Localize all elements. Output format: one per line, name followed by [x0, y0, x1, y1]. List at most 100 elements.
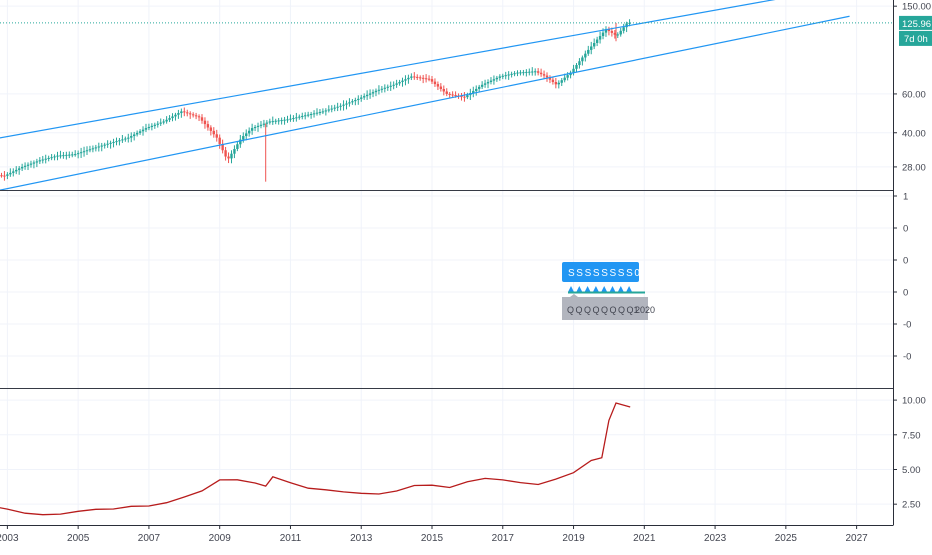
candle-body — [247, 130, 251, 134]
candle-body — [522, 72, 525, 74]
candle-body — [183, 111, 186, 113]
candle-body — [53, 156, 56, 158]
candle-body — [587, 49, 590, 54]
marker-triangle — [592, 286, 599, 292]
candle-body — [144, 128, 148, 130]
candle-body — [430, 79, 434, 82]
candle-body — [554, 82, 558, 85]
candle-body — [262, 123, 266, 125]
candle-body — [153, 124, 157, 126]
candle-body — [451, 94, 454, 96]
candle-body — [9, 172, 12, 175]
candle-body — [0, 175, 3, 177]
candle-body — [516, 72, 519, 74]
candle-body — [265, 122, 269, 124]
marker-triangle — [601, 286, 608, 292]
ratio-pane[interactable] — [0, 402, 631, 516]
candle-body — [186, 112, 189, 114]
candle-body — [206, 124, 210, 128]
candle-body — [539, 72, 543, 75]
candle-body — [112, 141, 115, 143]
candle-body — [371, 92, 375, 94]
candle-body — [189, 113, 192, 115]
quarter-text: Q1 — [627, 305, 639, 315]
candle-body — [74, 154, 77, 156]
candle-body — [321, 111, 325, 113]
candle-body — [103, 144, 106, 146]
candle-body — [32, 162, 36, 164]
candle-body — [212, 130, 215, 135]
candle-body — [542, 74, 546, 76]
candle-body — [389, 85, 392, 87]
quarter-text: Q — [576, 305, 583, 315]
candle-body — [94, 147, 98, 149]
candle-body — [483, 83, 487, 85]
marker-triangle — [609, 286, 616, 292]
y-tick-label: -0 — [903, 320, 911, 331]
x-tick-label: 2015 — [421, 533, 444, 544]
candle-body — [168, 118, 171, 120]
candle-body — [339, 105, 342, 107]
candle-body — [531, 71, 534, 73]
candle-body — [333, 107, 336, 109]
candle-body — [442, 89, 445, 92]
candle-body — [17, 168, 21, 170]
candle-body — [416, 76, 419, 78]
candle-body — [132, 134, 136, 137]
label-strip — [562, 262, 639, 282]
x-tick-label: 2023 — [704, 533, 727, 544]
candle-body — [421, 77, 425, 79]
candle-body — [124, 138, 127, 140]
candle-body — [492, 79, 496, 81]
candle-body — [354, 99, 357, 102]
candle-body — [498, 76, 502, 78]
candle-body — [466, 95, 469, 98]
candle-body — [203, 120, 207, 125]
candle-body — [460, 96, 463, 98]
candle-body — [374, 90, 378, 93]
last-price-badge — [899, 15, 932, 30]
x-tick-label: 2011 — [280, 533, 302, 544]
candle-body — [463, 96, 466, 98]
candle-body — [250, 128, 254, 131]
candle-body — [578, 61, 581, 66]
candle-body — [50, 157, 53, 159]
trendline[interactable] — [0, 15, 850, 192]
candle-body — [312, 113, 316, 115]
marker-triangle — [584, 286, 591, 292]
candle-body — [383, 87, 387, 89]
candle-body — [47, 157, 50, 159]
candle-body — [295, 117, 298, 119]
candle-body — [572, 68, 575, 73]
candle-body — [109, 142, 112, 144]
candle-body — [551, 79, 555, 83]
candle-body — [286, 119, 289, 121]
grid-layer — [0, 0, 893, 525]
candle-body — [345, 103, 348, 105]
candle-body — [472, 90, 475, 94]
candle-body — [404, 79, 407, 81]
countdown-label: 7d 0h — [904, 34, 928, 45]
price-pane[interactable] — [0, 0, 893, 192]
candle-body — [130, 136, 133, 138]
label-text: S — [601, 268, 608, 279]
trendline[interactable] — [0, 0, 779, 143]
candle-body — [534, 71, 537, 73]
candle-body — [501, 75, 504, 77]
candle-body — [12, 171, 15, 173]
candle-body — [304, 115, 307, 117]
y-tick-label: 28.00 — [902, 162, 926, 173]
candle-body — [475, 88, 478, 91]
marker-triangle — [576, 286, 583, 292]
ratio-line[interactable] — [0, 402, 631, 516]
candle-body — [292, 118, 295, 120]
candle-body — [360, 97, 363, 99]
x-tick-label: 2005 — [67, 533, 90, 544]
candle-body — [613, 32, 617, 35]
candle-body — [454, 95, 457, 97]
candle-body — [156, 123, 159, 125]
x-tick-label: 2017 — [492, 533, 515, 544]
candle-body — [424, 78, 428, 80]
